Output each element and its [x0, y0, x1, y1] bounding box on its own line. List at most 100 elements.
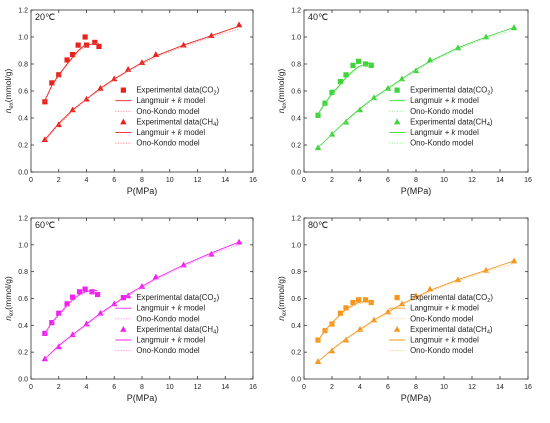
- x-tick-label: 4: [358, 384, 362, 391]
- legend-label-text: Experimental data(CO: [136, 293, 213, 302]
- legend-label: Ono-Kondo model: [410, 314, 474, 323]
- legend-label-italic: k: [452, 336, 457, 345]
- langmuir-curve: [44, 25, 240, 140]
- y-tick-label: 0.2: [291, 143, 301, 150]
- y-tick-label: 1.0: [18, 35, 28, 42]
- legend-label: Experimental data(CO2): [136, 86, 219, 97]
- legend-label-text: Langmuir +: [410, 336, 451, 345]
- data-point: [356, 106, 364, 113]
- y-tick-label: 0.6: [291, 89, 301, 96]
- legend-label: Langmuir + k model: [136, 96, 205, 105]
- legend-marker: [120, 295, 126, 301]
- data-point: [64, 301, 70, 307]
- data-point: [337, 310, 343, 316]
- legend-marker: [120, 118, 127, 125]
- langmuir-curve: [317, 27, 515, 149]
- legend-marker: [120, 87, 126, 93]
- y-tick-label: 0.4: [18, 323, 28, 330]
- series-1: [44, 289, 98, 334]
- legend-entry: Experimental data(CO2): [120, 293, 220, 304]
- legend-entry: Langmuir + k model: [389, 96, 479, 105]
- y-tick-label: 0.8: [291, 269, 301, 276]
- legend-entry: Langmuir + k model: [389, 336, 479, 345]
- x-axis-label: P(MPa): [401, 186, 432, 196]
- legend-entry: Langmuir + k model: [115, 128, 205, 137]
- data-point: [70, 51, 76, 58]
- x-tick-label: 2: [330, 384, 334, 391]
- x-tick-label: 0: [29, 384, 33, 391]
- legend-label: Langmuir + k model: [410, 336, 479, 345]
- x-tick-label: 12: [468, 384, 476, 391]
- x-tick-label: 2: [330, 177, 334, 184]
- x-tick-label: 0: [29, 177, 33, 184]
- x-tick-label: 0: [302, 384, 306, 391]
- legend-label: Langmuir + k model: [410, 96, 479, 105]
- data-point: [356, 58, 362, 64]
- legend-label: Ono-Kondo model: [410, 139, 474, 148]
- data-point: [510, 257, 518, 264]
- x-tick-label: 0: [302, 177, 306, 184]
- x-tick-label: 12: [194, 384, 202, 391]
- x-tick-label: 8: [140, 177, 144, 184]
- y-tick-label: 0.4: [291, 116, 301, 123]
- legend-label-subscript: 4: [213, 330, 216, 336]
- legend-label-italic: k: [452, 96, 457, 105]
- legend-label-italic: k: [178, 128, 183, 137]
- data-point: [56, 310, 62, 316]
- legend-entry: Ono-Kondo model: [115, 346, 200, 355]
- y-tick-label: 0.0: [18, 170, 28, 177]
- y-tick-label: 0.0: [18, 377, 28, 384]
- legend-label: Langmuir + k model: [410, 304, 479, 313]
- series-1: [317, 300, 372, 341]
- series-4: [44, 25, 240, 140]
- legend-label: Langmuir + k model: [136, 304, 205, 313]
- legend: Experimental data(CO2)Langmuir + k model…: [389, 293, 493, 355]
- data-point: [343, 72, 349, 78]
- legend-entry: Langmuir + k model: [389, 304, 479, 313]
- legend: Experimental data(CO2)Langmuir + k model…: [115, 293, 220, 355]
- series-0: [315, 58, 374, 118]
- legend-marker: [394, 87, 400, 93]
- y-axis-label-symbol: n: [276, 108, 286, 113]
- data-point: [92, 39, 98, 45]
- legend-marker: [393, 326, 401, 332]
- legend-label-subscript: 2: [214, 298, 217, 304]
- series-1: [317, 62, 372, 115]
- ono-kondo-curve: [44, 28, 240, 142]
- legend-entry: Experimental data(CH4): [120, 325, 219, 336]
- legend-entry: Ono-Kondo model: [389, 139, 474, 148]
- x-tick-label: 10: [166, 384, 174, 391]
- data-point: [350, 299, 356, 306]
- legend-label-end: ): [490, 117, 493, 126]
- y-axis-label-unit: (mmol/g): [3, 276, 13, 310]
- legend-entry: Experimental data(CH4): [393, 117, 493, 128]
- legend-label-end: model: [182, 96, 206, 105]
- legend-label: Langmuir + k model: [136, 336, 205, 345]
- langmuir-curve: [44, 289, 98, 334]
- legend-label: Ono-Kondo model: [136, 314, 200, 323]
- data-point: [76, 289, 83, 295]
- y-tick-label: 0.8: [18, 269, 28, 276]
- legend-label-text: Experimental data(CH: [136, 325, 213, 334]
- legend-label-text: Langmuir +: [410, 96, 451, 105]
- series-0: [315, 297, 374, 343]
- chart-panel-2: 0 2 4 6 8 10 12 14 16 0.0 0.2 0.4 0.6 0.8 1.0 1.2 60℃ P(M…: [3, 216, 257, 404]
- langmuir-curve: [44, 43, 99, 101]
- data-point: [64, 57, 70, 63]
- legend-label-text: Experimental data(CH: [410, 325, 487, 334]
- legend-label-italic: k: [178, 96, 183, 105]
- x-tick-label: 14: [496, 177, 504, 184]
- data-point: [343, 305, 349, 311]
- series-5: [317, 263, 515, 362]
- legend-label-italic: k: [178, 304, 183, 313]
- legend-label-end: model: [455, 336, 479, 345]
- legend-entry: Experimental data(CH4): [120, 117, 219, 128]
- legend-label: Langmuir + k model: [136, 128, 205, 137]
- legend-label-text: Experimental data(CO: [410, 86, 487, 95]
- ono-kondo-curve: [317, 29, 515, 148]
- series-5: [44, 28, 240, 142]
- y-axis-label: nex(mmol/g): [276, 69, 288, 114]
- y-tick-label: 0.4: [18, 116, 28, 123]
- legend-label-italic: k: [452, 128, 457, 137]
- x-tick-label: 10: [440, 177, 448, 184]
